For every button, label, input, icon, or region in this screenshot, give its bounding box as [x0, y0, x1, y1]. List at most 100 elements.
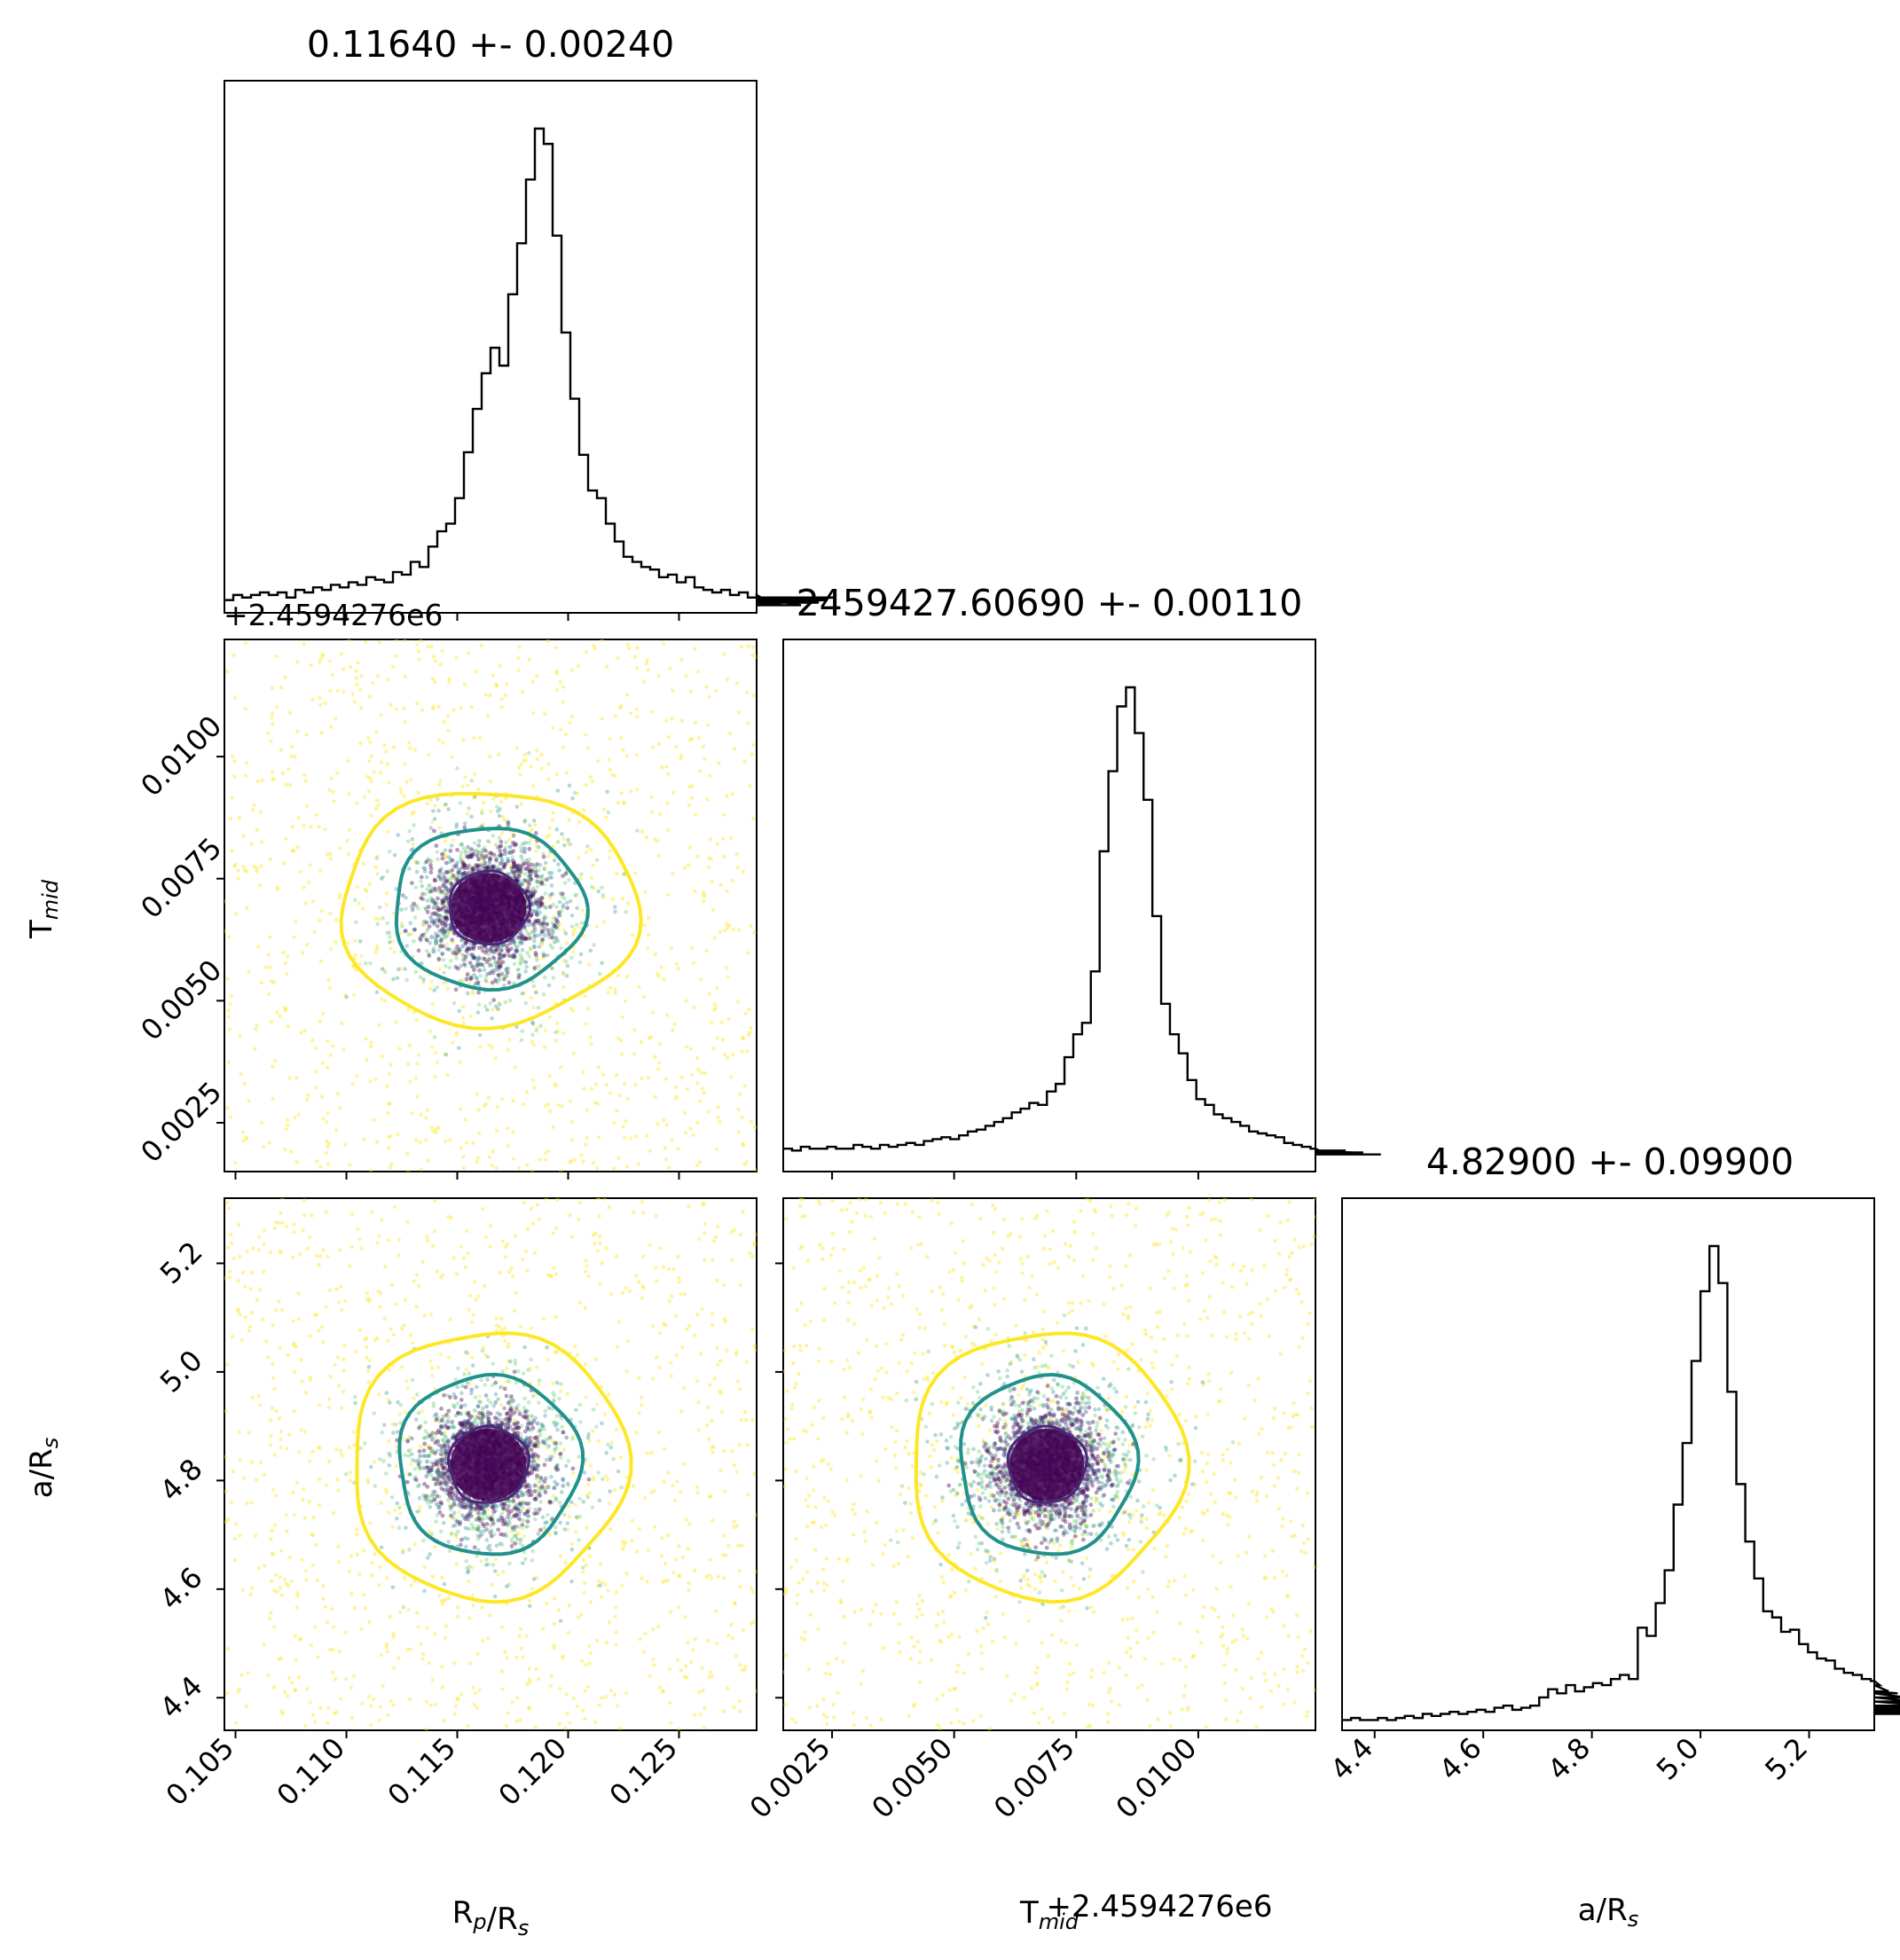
- sample-point: [435, 906, 440, 910]
- sample-point: [738, 1709, 742, 1713]
- sample-point: [520, 1526, 525, 1532]
- sample-point: [519, 762, 524, 767]
- sample-point: [325, 1139, 329, 1144]
- sample-point: [448, 959, 453, 963]
- sample-point: [724, 1553, 728, 1558]
- sample-point: [291, 1490, 295, 1495]
- sample-point: [240, 1130, 246, 1134]
- sample-point: [579, 1612, 584, 1618]
- sample-point: [582, 1470, 587, 1475]
- sample-point: [577, 1538, 581, 1542]
- sample-point: [593, 1424, 599, 1430]
- sample-point: [242, 1081, 247, 1086]
- sample-point: [444, 909, 449, 914]
- sample-point: [455, 1384, 459, 1390]
- sample-point: [514, 865, 518, 869]
- sample-point: [334, 940, 338, 945]
- sample-point: [357, 1328, 363, 1333]
- sample-point: [364, 639, 368, 645]
- sample-point: [310, 1038, 315, 1043]
- sample-point: [459, 872, 465, 876]
- sample-point: [540, 897, 545, 901]
- sample-point: [488, 1244, 492, 1249]
- sample-point: [563, 1463, 569, 1469]
- sample-point: [414, 860, 420, 865]
- sample-point: [736, 710, 742, 715]
- sample-point: [598, 1235, 602, 1239]
- sample-point: [290, 848, 294, 853]
- sample-point: [734, 1352, 739, 1357]
- sample-point: [524, 1508, 529, 1512]
- sample-point: [532, 938, 537, 944]
- sample-point: [262, 1243, 266, 1247]
- sample-point: [501, 865, 506, 870]
- sample-point: [481, 865, 486, 870]
- sample-point: [590, 779, 595, 784]
- sample-point: [528, 1367, 533, 1371]
- sample-point: [426, 1497, 431, 1502]
- sample-point: [325, 1619, 330, 1625]
- sample-point: [286, 1352, 290, 1358]
- sample-point: [698, 1352, 703, 1356]
- sample-point: [308, 1377, 313, 1383]
- sample-point: [737, 1568, 742, 1573]
- sample-point: [275, 887, 280, 891]
- sample-point: [533, 870, 538, 874]
- sample-point: [485, 948, 490, 953]
- sample-point: [365, 1057, 369, 1062]
- sample-point: [426, 905, 431, 909]
- sample-point: [409, 1447, 413, 1452]
- sample-point: [407, 1472, 412, 1477]
- sample-point: [641, 1286, 646, 1290]
- sample-point: [283, 675, 287, 679]
- sample-point: [515, 879, 520, 884]
- sample-point: [237, 1687, 242, 1692]
- sample-point: [713, 1609, 718, 1613]
- sample-point: [428, 889, 432, 894]
- sample-point: [436, 889, 441, 893]
- sample-point: [496, 944, 501, 949]
- sample-point: [386, 678, 390, 682]
- sample-point: [401, 1548, 406, 1553]
- sample-point: [385, 762, 390, 767]
- sample-point: [523, 969, 528, 974]
- sample-point: [477, 1529, 483, 1534]
- sample-point: [471, 1141, 475, 1146]
- sample-point: [618, 1726, 623, 1730]
- sample-point: [434, 941, 439, 946]
- sample-point: [536, 1677, 541, 1682]
- sample-point: [402, 1575, 407, 1580]
- sample-point: [386, 1338, 390, 1343]
- sample-point: [420, 891, 425, 897]
- sample-point: [518, 1517, 523, 1523]
- sample-point: [456, 870, 461, 875]
- sample-point: [442, 879, 447, 884]
- sample-point: [734, 681, 739, 686]
- sample-point: [498, 1002, 502, 1007]
- sample-point: [414, 1611, 420, 1615]
- sample-point: [477, 735, 483, 741]
- sample-point: [497, 977, 502, 982]
- sample-point: [532, 1435, 537, 1440]
- sample-point: [503, 861, 508, 866]
- sample-point: [409, 1462, 413, 1466]
- sample-point: [540, 922, 546, 928]
- sample-point: [440, 906, 444, 912]
- sample-point: [431, 1401, 436, 1406]
- sample-point: [466, 855, 471, 859]
- sample-point: [505, 1242, 510, 1247]
- sample-point: [422, 869, 428, 874]
- sample-point: [533, 864, 538, 869]
- sample-point: [279, 1709, 284, 1713]
- sample-point: [749, 1621, 754, 1626]
- sample-point: [569, 955, 574, 960]
- sample-point: [444, 904, 449, 908]
- sample-point: [722, 1052, 727, 1057]
- sample-point: [584, 850, 589, 854]
- sample-point: [530, 929, 535, 935]
- sample-point: [531, 891, 537, 897]
- sample-point: [715, 1345, 719, 1351]
- sample-point: [511, 1156, 516, 1161]
- sample-point: [520, 1491, 524, 1495]
- sample-point: [479, 1377, 483, 1383]
